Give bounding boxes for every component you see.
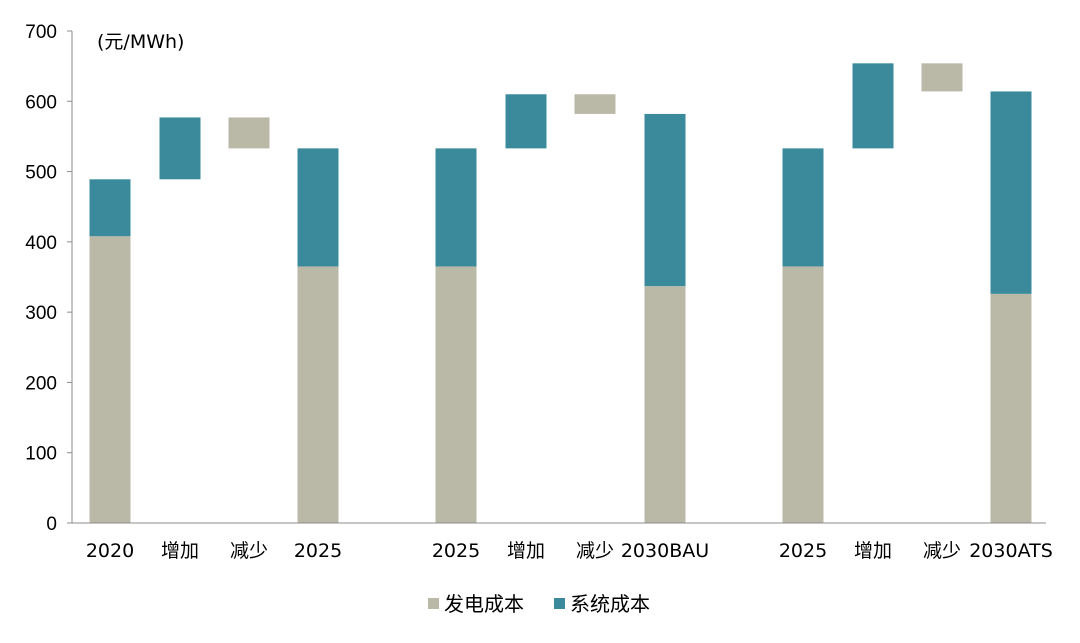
bar-segment — [574, 94, 616, 114]
x-tick-label: 2030ATS — [969, 540, 1053, 562]
bar-segment — [852, 63, 894, 149]
y-tick-label: 700 — [25, 22, 57, 43]
x-tick-label: 2025 — [432, 540, 480, 562]
bar-segment — [921, 63, 963, 92]
bar-segment — [644, 113, 686, 287]
y-unit-label: (元/MWh) — [97, 31, 184, 53]
x-tick-label: 2030BAU — [621, 540, 709, 562]
bar-segment — [990, 91, 1032, 294]
bar-segment — [89, 179, 131, 237]
legend-label: 系统成本 — [570, 592, 650, 616]
bar-segment — [782, 266, 824, 523]
y-tick-label: 200 — [25, 373, 57, 394]
y-tick-label: 100 — [25, 444, 57, 465]
bar-segment — [297, 148, 339, 267]
y-tick-label: 400 — [25, 233, 57, 254]
bar-segment — [89, 236, 131, 523]
x-tick-label: 2025 — [294, 540, 342, 562]
bar-segment — [297, 266, 339, 523]
bar-segment — [990, 293, 1032, 523]
y-tick-label: 300 — [25, 303, 57, 324]
x-tick-label: 增加 — [854, 540, 892, 562]
bar-segment — [228, 117, 270, 149]
y-tick-label: 500 — [25, 163, 57, 184]
bar-segment — [159, 117, 201, 180]
x-tick-label: 减少 — [923, 540, 961, 562]
legend-label: 发电成本 — [444, 592, 524, 616]
bar-segment — [782, 148, 824, 267]
bar-segment — [435, 266, 477, 523]
y-tick-label: 600 — [25, 92, 57, 113]
bar-segment — [435, 148, 477, 267]
y-tick-label: 0 — [46, 514, 57, 535]
bars — [89, 63, 1032, 523]
legend-swatch — [428, 598, 439, 609]
y-axis: 0 100 200 300 400 500 600 700 — [25, 22, 73, 535]
bar-segment — [505, 94, 547, 149]
bar-segment — [644, 286, 686, 523]
x-tick-label: 增加 — [507, 540, 545, 562]
x-axis: 2020 增加 减少 2025 2025 增加 减少 2030BAU 2025 增加 减少 2030A… — [72, 522, 1053, 562]
x-tick-label: 减少 — [576, 540, 614, 562]
legend-swatch — [554, 598, 565, 609]
x-tick-label: 2020 — [86, 540, 134, 562]
x-tick-label: 增加 — [161, 540, 199, 562]
x-tick-label: 2025 — [779, 540, 827, 562]
x-tick-label: 减少 — [230, 540, 268, 562]
legend: 发电成本 系统成本 — [428, 592, 650, 616]
